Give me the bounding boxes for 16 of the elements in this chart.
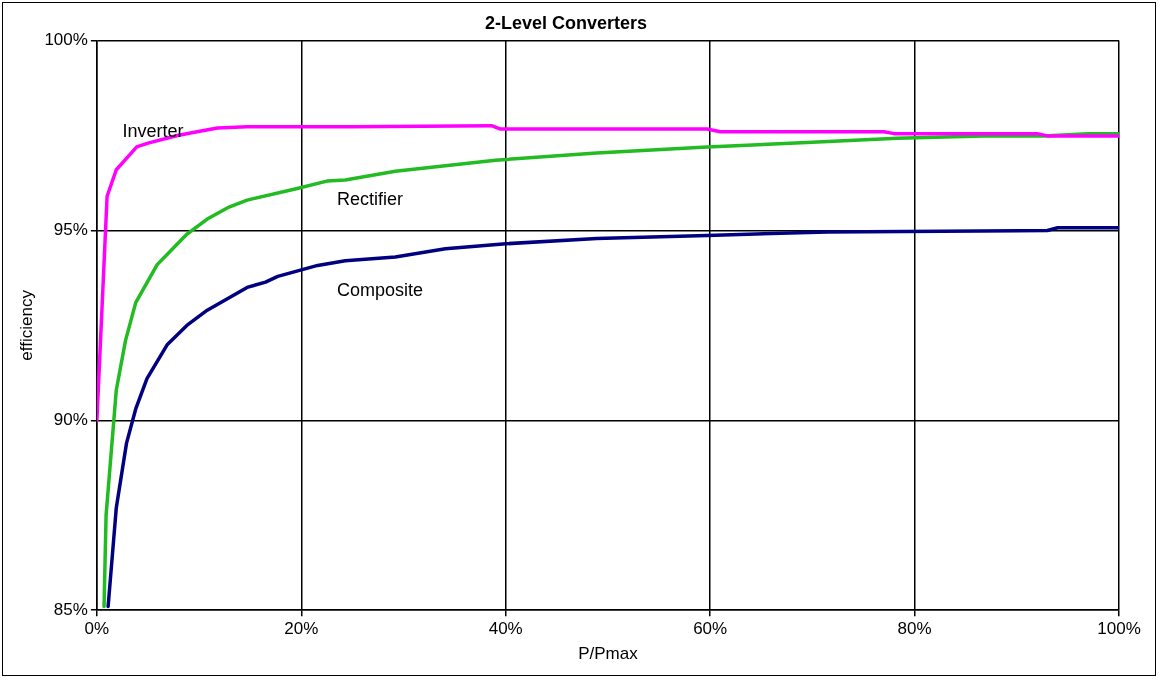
series-label: Rectifier [337,188,404,209]
series-label: Inverter [122,121,184,142]
y-tick-label: 90% [53,410,88,430]
x-tick-label: 40% [488,619,523,639]
x-tick-label: 20% [284,619,319,639]
series-label: Composite [337,279,424,300]
y-tick-label: 85% [53,599,88,619]
x-tick-label: 0% [84,619,110,639]
x-tick-label: 80% [897,619,932,639]
x-axis-title: P/Pmax [578,644,639,664]
y-tick-label: 95% [53,220,88,240]
y-tick-label: 100% [44,30,88,50]
x-tick-label: 100% [1097,619,1141,639]
y-axis-title: efficiency [16,289,36,361]
chart-title: 2-Level Converters [484,12,648,33]
x-tick-label: 60% [693,619,728,639]
